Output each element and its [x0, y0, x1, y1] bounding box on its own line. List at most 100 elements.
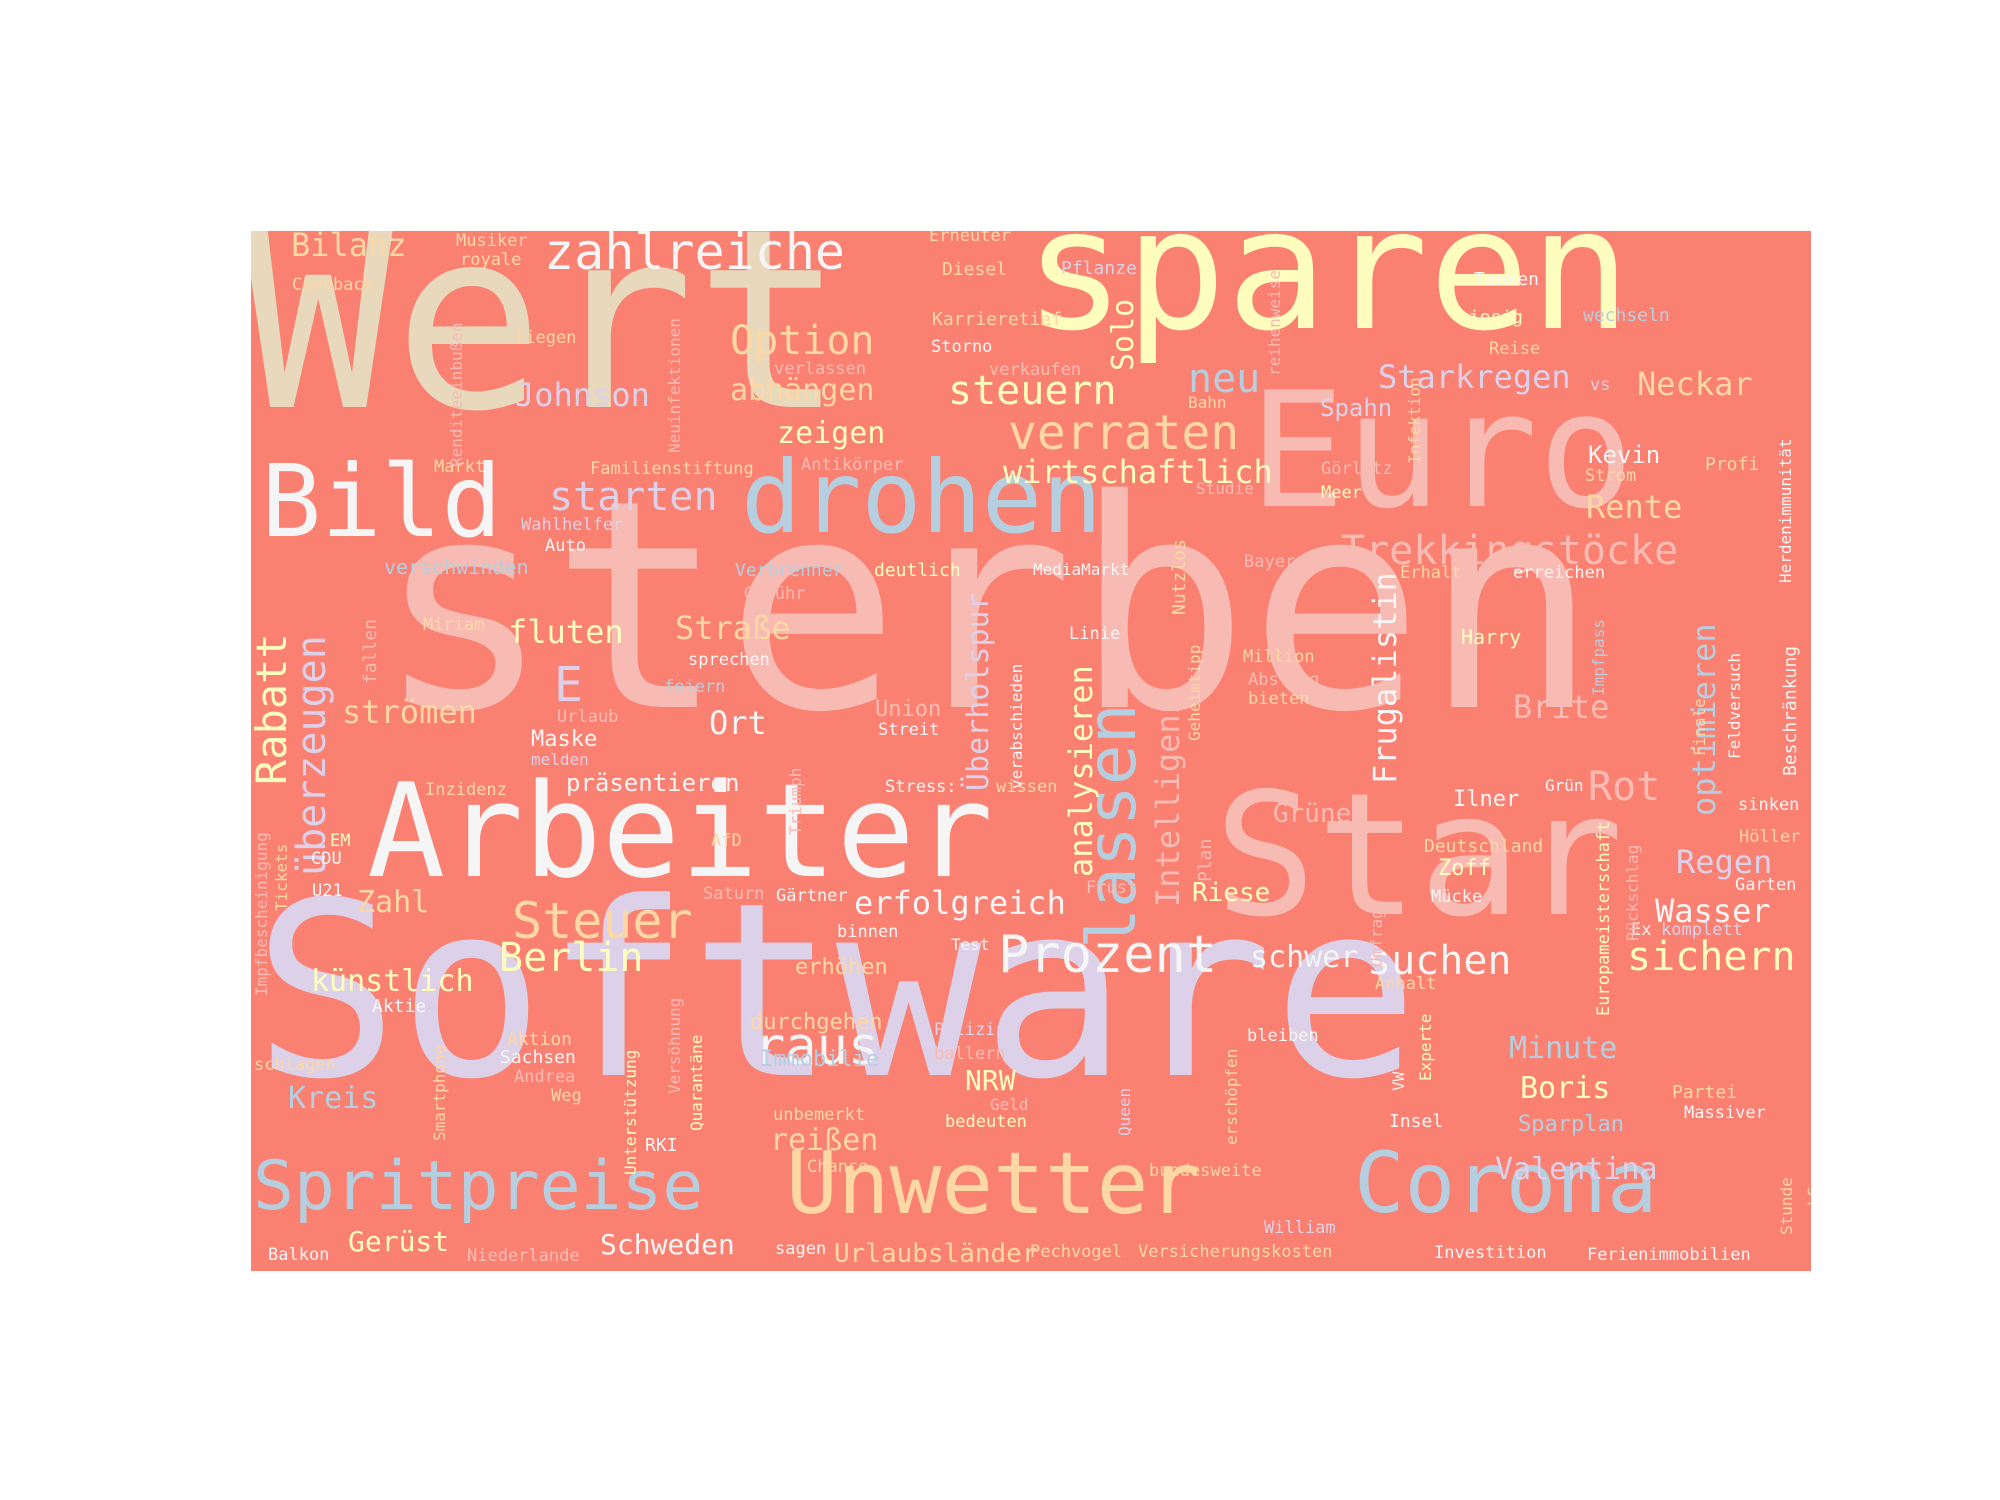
- word: Garten: [1735, 875, 1797, 895]
- word: zahlreiche: [544, 231, 846, 281]
- word: sparen: [1024, 231, 1631, 368]
- word: Inzidenz: [425, 780, 507, 800]
- word: MediaMarkt: [1033, 560, 1130, 579]
- word: binnen: [837, 922, 899, 942]
- word: Feldversuch: [1725, 653, 1744, 759]
- word: Brite: [1513, 688, 1610, 726]
- word: verschwinden: [384, 555, 529, 579]
- word: wirtschaftlich: [1003, 453, 1273, 491]
- word: schlagen: [254, 1055, 336, 1075]
- word: verraten: [1008, 405, 1240, 461]
- word: analysieren: [1062, 665, 1100, 877]
- word: Experte: [1416, 1013, 1435, 1081]
- word: Unwetter: [786, 1134, 1201, 1234]
- word: Ferienimmobilien: [1587, 1245, 1751, 1265]
- word: Profi: [1705, 454, 1760, 475]
- word: Comeback: [292, 275, 374, 295]
- word: Überholspur: [961, 592, 996, 791]
- word: Impfbescheinigung: [252, 832, 271, 996]
- word: Weg: [551, 1086, 582, 1106]
- word: E: [554, 657, 583, 713]
- word: Starkregen: [1378, 358, 1571, 396]
- word: Quarantäne: [687, 1034, 706, 1131]
- word: Polizist: [934, 1020, 1016, 1040]
- word: Renditeeinbußen: [447, 322, 466, 468]
- word: Strom: [1585, 466, 1637, 486]
- word: Aktie: [372, 996, 427, 1017]
- word: Partei: [1672, 1082, 1738, 1103]
- word: Frust: [1086, 878, 1138, 898]
- word: Andrea: [514, 1067, 576, 1087]
- word: Urlaubsländer: [834, 1239, 1038, 1269]
- word: Herdenimmunität: [1776, 438, 1795, 584]
- word: Umfrage: [1367, 899, 1386, 967]
- word: Wasser: [1655, 892, 1771, 930]
- word: bleiben: [1247, 1026, 1319, 1046]
- word: Markt: [434, 457, 486, 477]
- word: Streit: [878, 720, 940, 740]
- word: VW: [1389, 1071, 1408, 1091]
- word: Queen: [1115, 1087, 1134, 1136]
- word: Auto: [545, 536, 586, 556]
- word: Steuer: [512, 892, 693, 950]
- word: bieten: [1248, 689, 1310, 709]
- word: Impfpass: [1589, 618, 1608, 696]
- word: Riese: [1192, 878, 1271, 908]
- word: riesig: [1458, 307, 1524, 328]
- word: Immobilie: [760, 1047, 880, 1072]
- word: sterben: [376, 439, 1599, 776]
- word: Test: [951, 935, 990, 954]
- word: Reise: [1489, 339, 1541, 359]
- word: ballern: [934, 1044, 1006, 1064]
- word: Insel: [1389, 1111, 1444, 1132]
- word: Mücke: [1431, 887, 1483, 907]
- word: Bild: [261, 443, 502, 560]
- word: Gerüst: [348, 1225, 450, 1258]
- word: Zahl: [357, 885, 430, 920]
- word: AfD: [711, 831, 742, 851]
- word: Kevin: [1588, 441, 1661, 469]
- word: suchen: [1367, 938, 1512, 984]
- word: unbemerkt: [773, 1105, 866, 1125]
- word: zeigen: [777, 416, 886, 451]
- word: Verbrenner: [735, 560, 844, 581]
- word: Boris: [1520, 1071, 1611, 1106]
- word: melden: [531, 750, 589, 769]
- word: neu: [1188, 356, 1261, 402]
- word: Niederlande: [467, 1246, 580, 1266]
- word: Urlaub: [557, 707, 619, 727]
- word: Görlitz: [1321, 459, 1393, 479]
- word: starten: [549, 474, 718, 520]
- word: Rabatt: [251, 633, 296, 785]
- word: sichern: [1627, 934, 1796, 980]
- word: deutlich: [874, 560, 961, 581]
- word: vs: [1590, 375, 1611, 395]
- word: Wert: [251, 231, 846, 466]
- word: Deutschland: [1424, 836, 1544, 857]
- word: Europameisterschaft: [1594, 821, 1614, 1016]
- word: Ort: [709, 704, 767, 742]
- word: Corona: [1354, 1134, 1658, 1232]
- word: bundesweite: [1149, 1161, 1262, 1181]
- word: schwer: [1250, 940, 1359, 975]
- word: Grün: [1545, 776, 1584, 795]
- word: verabschieden: [1007, 663, 1026, 789]
- word: Abstieg: [1248, 670, 1320, 690]
- word: Nutzlos: [1169, 539, 1190, 615]
- word: Zoff: [1438, 856, 1491, 881]
- word: Star: [1214, 757, 1624, 955]
- word: erreichen: [1513, 563, 1606, 583]
- word: Neuinfektionen: [665, 318, 684, 453]
- word: Pechvogel: [1030, 1242, 1123, 1262]
- word: komplett: [1661, 920, 1743, 940]
- word: Versicherungskosten: [1138, 1242, 1333, 1262]
- word: William: [1264, 1218, 1336, 1238]
- word-cloud: Wert sparen Euro sterben Star Software A…: [251, 231, 1811, 1271]
- word: erhöhen: [795, 955, 888, 980]
- word: Regen: [1676, 843, 1773, 881]
- word: feiern: [664, 677, 726, 697]
- word: Tickets: [272, 843, 291, 911]
- word: Ilner: [1453, 787, 1520, 812]
- word: verkaufen: [989, 360, 1082, 380]
- word: abhängen: [730, 373, 875, 408]
